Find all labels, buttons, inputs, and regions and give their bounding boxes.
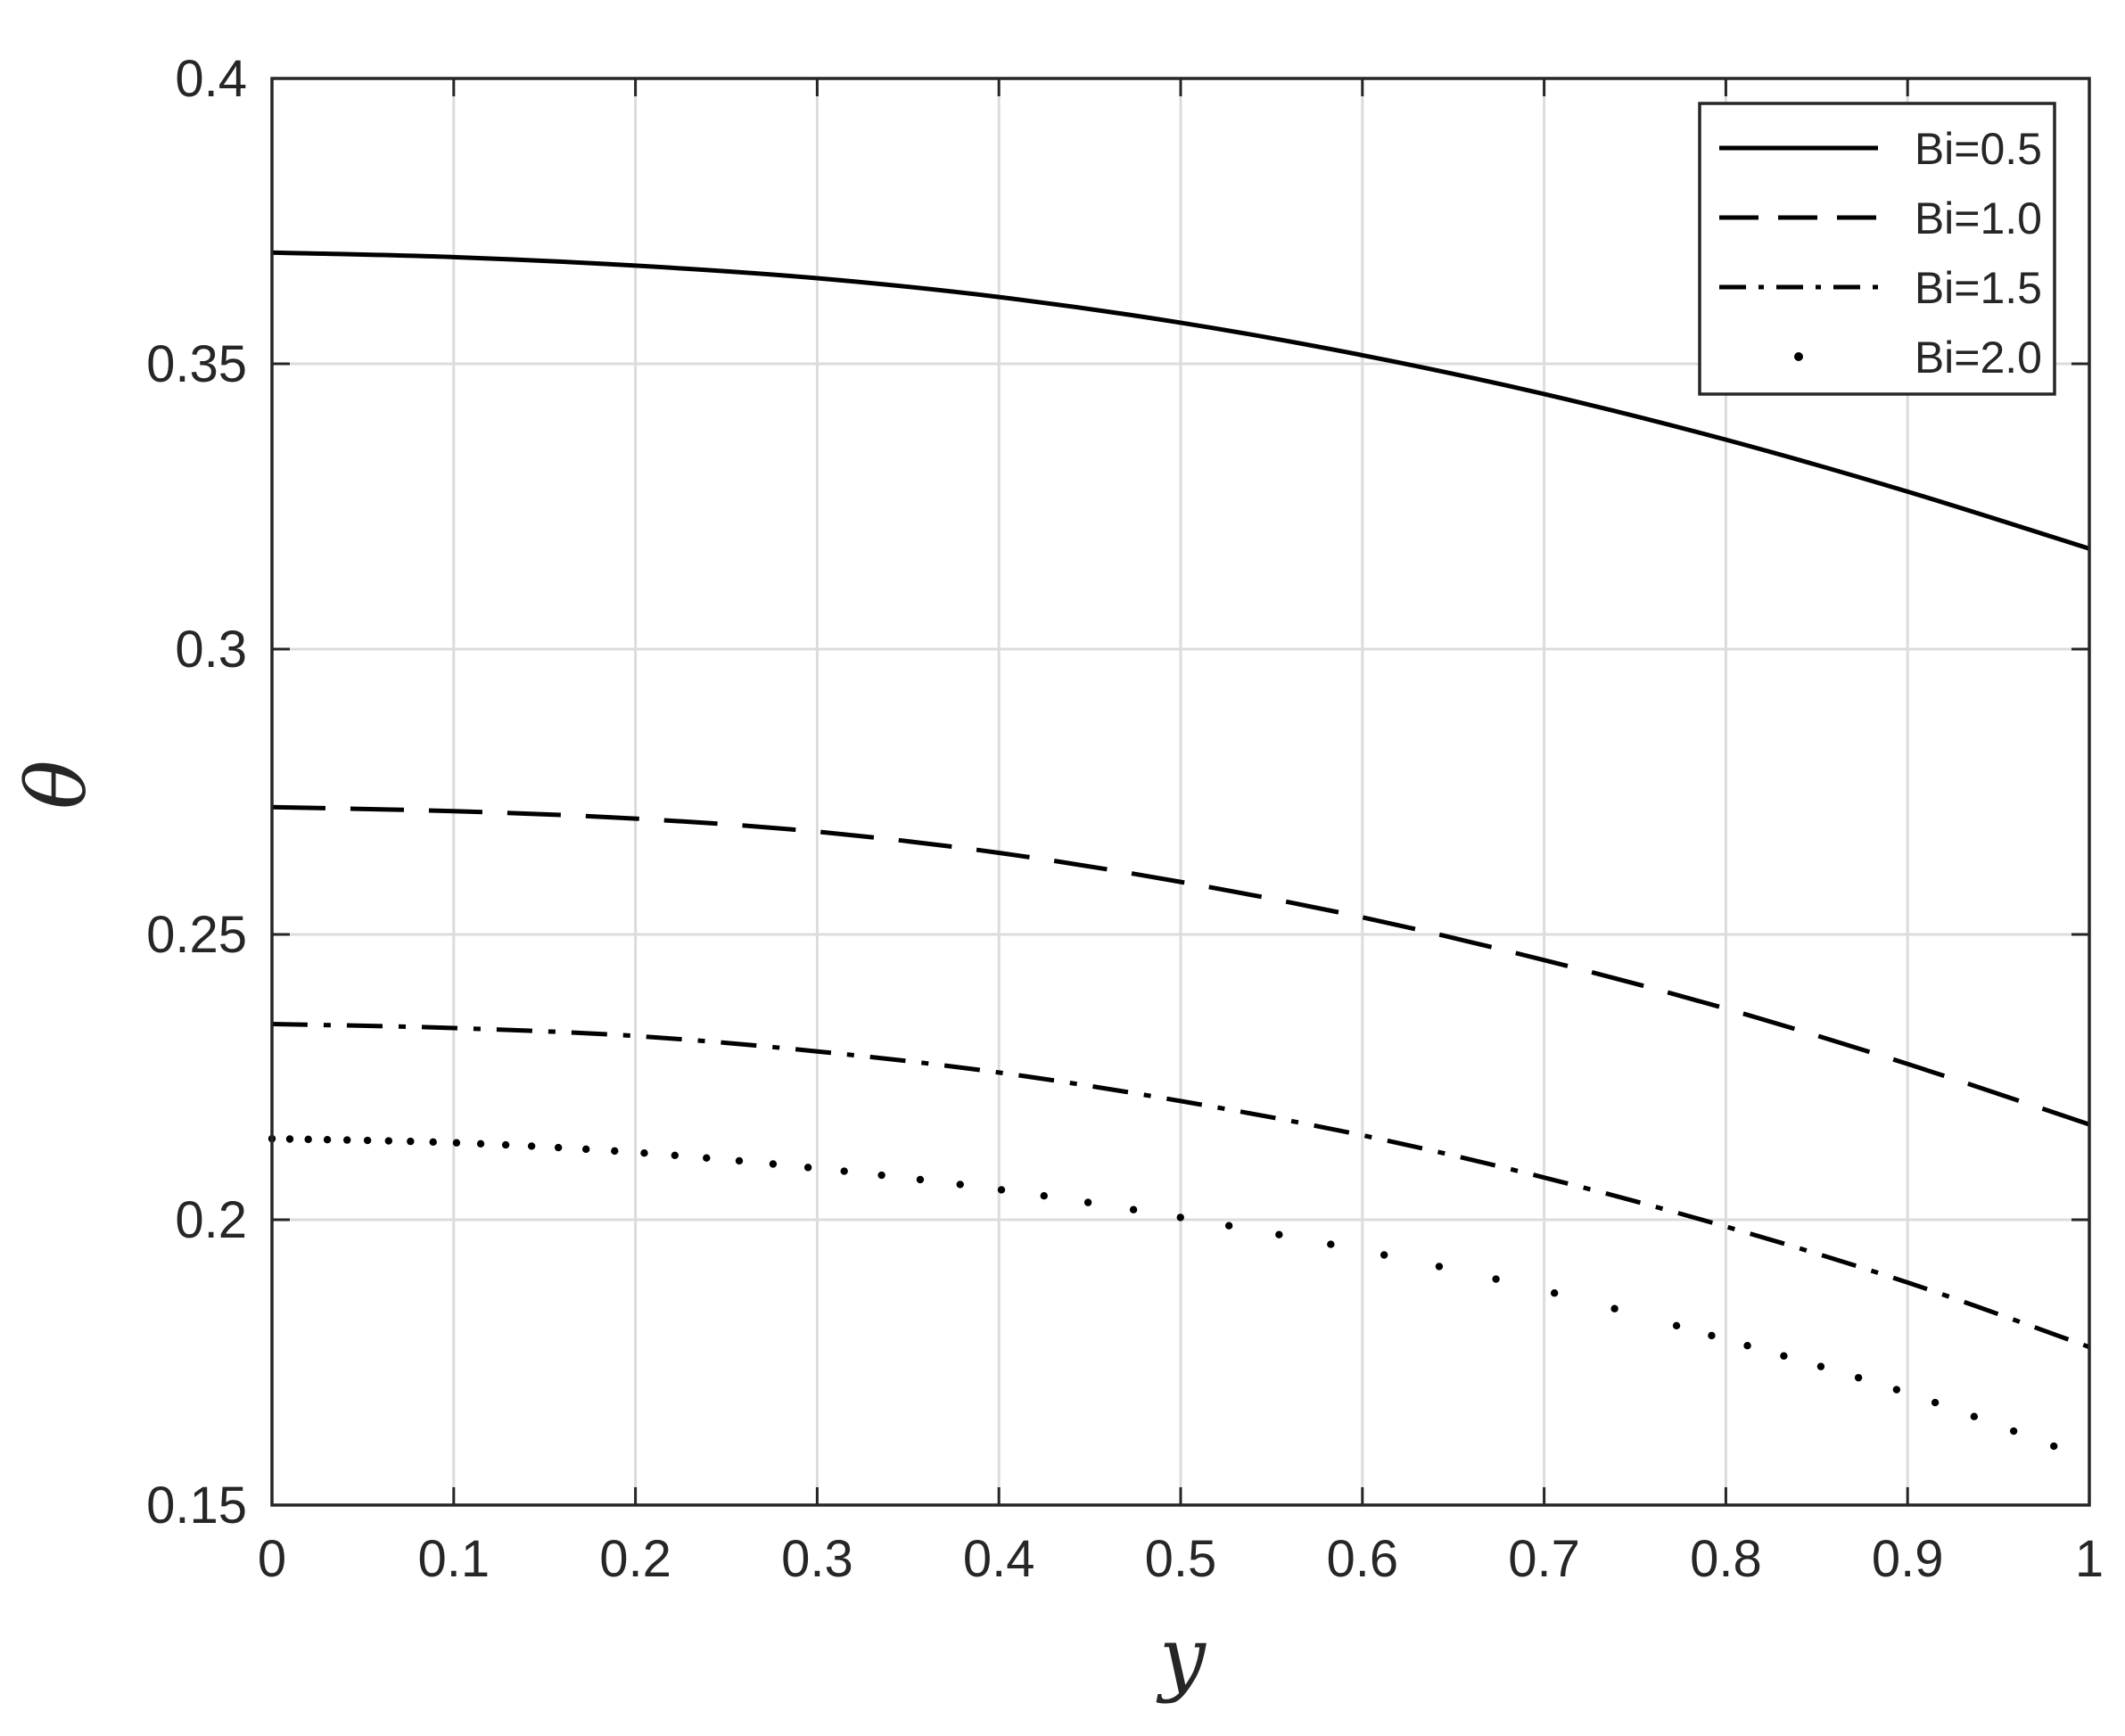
plot-frame bbox=[270, 77, 2091, 1507]
series-bi-0-5-line bbox=[271, 250, 2090, 551]
series-point bbox=[1743, 1342, 1751, 1350]
x-tick-label: 0.2 bbox=[599, 1530, 671, 1588]
x-axis-title: y bbox=[1156, 1609, 1207, 1705]
series-point bbox=[1816, 1362, 1825, 1370]
series-point bbox=[1492, 1275, 1500, 1283]
y-axis-title: θ bbox=[9, 760, 104, 809]
series-point bbox=[769, 1160, 778, 1168]
legend-box bbox=[1698, 102, 2056, 396]
series-point bbox=[2050, 1442, 2058, 1451]
series-point bbox=[1176, 1214, 1184, 1222]
y-tick-label: 0.4 bbox=[175, 50, 247, 108]
x-tick-label: 0.1 bbox=[417, 1530, 490, 1588]
x-tick-label: 0.9 bbox=[1872, 1530, 1944, 1588]
series-point bbox=[1550, 1289, 1559, 1297]
series-point bbox=[1380, 1251, 1388, 1259]
series-point bbox=[956, 1181, 964, 1189]
series-point bbox=[1854, 1373, 1863, 1382]
series-point bbox=[527, 1142, 536, 1150]
series-point bbox=[501, 1140, 510, 1149]
series-bi-1-5-line bbox=[271, 1021, 2090, 1350]
series-point bbox=[1327, 1240, 1335, 1248]
x-tick-label: 0.7 bbox=[1508, 1530, 1580, 1588]
series-bi-2-0-dots bbox=[268, 1134, 2058, 1451]
tick-labels: 0 0.1 0.2 0.3 0.4 0.5 0.6 0.7 0.8 0.9 1 0.15 0.2 0.25… bbox=[146, 50, 2104, 1588]
series-bi-1-0-line bbox=[271, 804, 2090, 1127]
x-tick-label: 0.8 bbox=[1690, 1530, 1762, 1588]
series-point bbox=[1275, 1230, 1283, 1238]
series-point bbox=[1083, 1198, 1092, 1206]
y-tick-label: 0.25 bbox=[146, 906, 247, 964]
x-tick-label: 0.6 bbox=[1326, 1530, 1398, 1588]
y-tick-label: 0.2 bbox=[175, 1191, 247, 1249]
series-point bbox=[407, 1137, 415, 1146]
series-point bbox=[1610, 1304, 1618, 1312]
series-point bbox=[304, 1135, 312, 1144]
series-point bbox=[703, 1154, 711, 1162]
series-point bbox=[1780, 1352, 1788, 1360]
series-point bbox=[640, 1148, 648, 1157]
series-lines bbox=[268, 250, 2090, 1451]
legend: Bi=0.5 Bi=1.0 Bi=1.5 Bi=2.0 bbox=[1698, 102, 2056, 396]
legend-swatch-bi-2-0 bbox=[1794, 352, 1803, 361]
legend-label-bi-1-5: Bi=1.5 bbox=[1915, 263, 2042, 313]
series-point bbox=[1040, 1191, 1048, 1200]
series-point bbox=[476, 1140, 485, 1148]
series-point bbox=[554, 1143, 563, 1152]
series-point bbox=[1892, 1386, 1901, 1394]
x-tick-label: 0.5 bbox=[1145, 1530, 1217, 1588]
series-point bbox=[1672, 1321, 1681, 1330]
series-point bbox=[452, 1139, 461, 1147]
series-point bbox=[384, 1137, 393, 1145]
legend-label-bi-1-0: Bi=1.0 bbox=[1915, 193, 2042, 243]
series-point bbox=[1224, 1222, 1233, 1230]
series-point bbox=[1435, 1263, 1444, 1271]
series-point bbox=[1931, 1398, 1940, 1407]
series-point bbox=[285, 1135, 294, 1143]
series-point bbox=[840, 1167, 848, 1175]
x-tick-label: 0.3 bbox=[781, 1530, 853, 1588]
series-point bbox=[1129, 1205, 1138, 1214]
series-point bbox=[997, 1186, 1006, 1194]
series-point bbox=[1970, 1412, 1979, 1420]
series-point bbox=[671, 1151, 680, 1159]
y-tick-label: 0.15 bbox=[146, 1477, 247, 1534]
series-point bbox=[581, 1145, 590, 1154]
y-tick-label: 0.3 bbox=[175, 621, 247, 679]
x-tick-label: 1 bbox=[2075, 1530, 2104, 1588]
y-tick-label: 0.35 bbox=[146, 335, 247, 393]
x-tick-label: 0 bbox=[258, 1530, 286, 1588]
legend-label-bi-0-5: Bi=0.5 bbox=[1915, 124, 2042, 174]
x-tick-label: 0.4 bbox=[963, 1530, 1035, 1588]
series-point bbox=[1708, 1331, 1716, 1340]
series-point bbox=[343, 1136, 351, 1144]
series-point bbox=[735, 1156, 744, 1165]
legend-label-bi-2-0: Bi=2.0 bbox=[1915, 333, 2042, 383]
series-point bbox=[323, 1136, 332, 1144]
series-point bbox=[2009, 1427, 2018, 1436]
series-point bbox=[803, 1164, 812, 1172]
series-point bbox=[877, 1171, 885, 1180]
series-point bbox=[611, 1147, 619, 1156]
series-point bbox=[916, 1175, 925, 1184]
series-point bbox=[363, 1136, 372, 1145]
series-point bbox=[429, 1138, 437, 1147]
